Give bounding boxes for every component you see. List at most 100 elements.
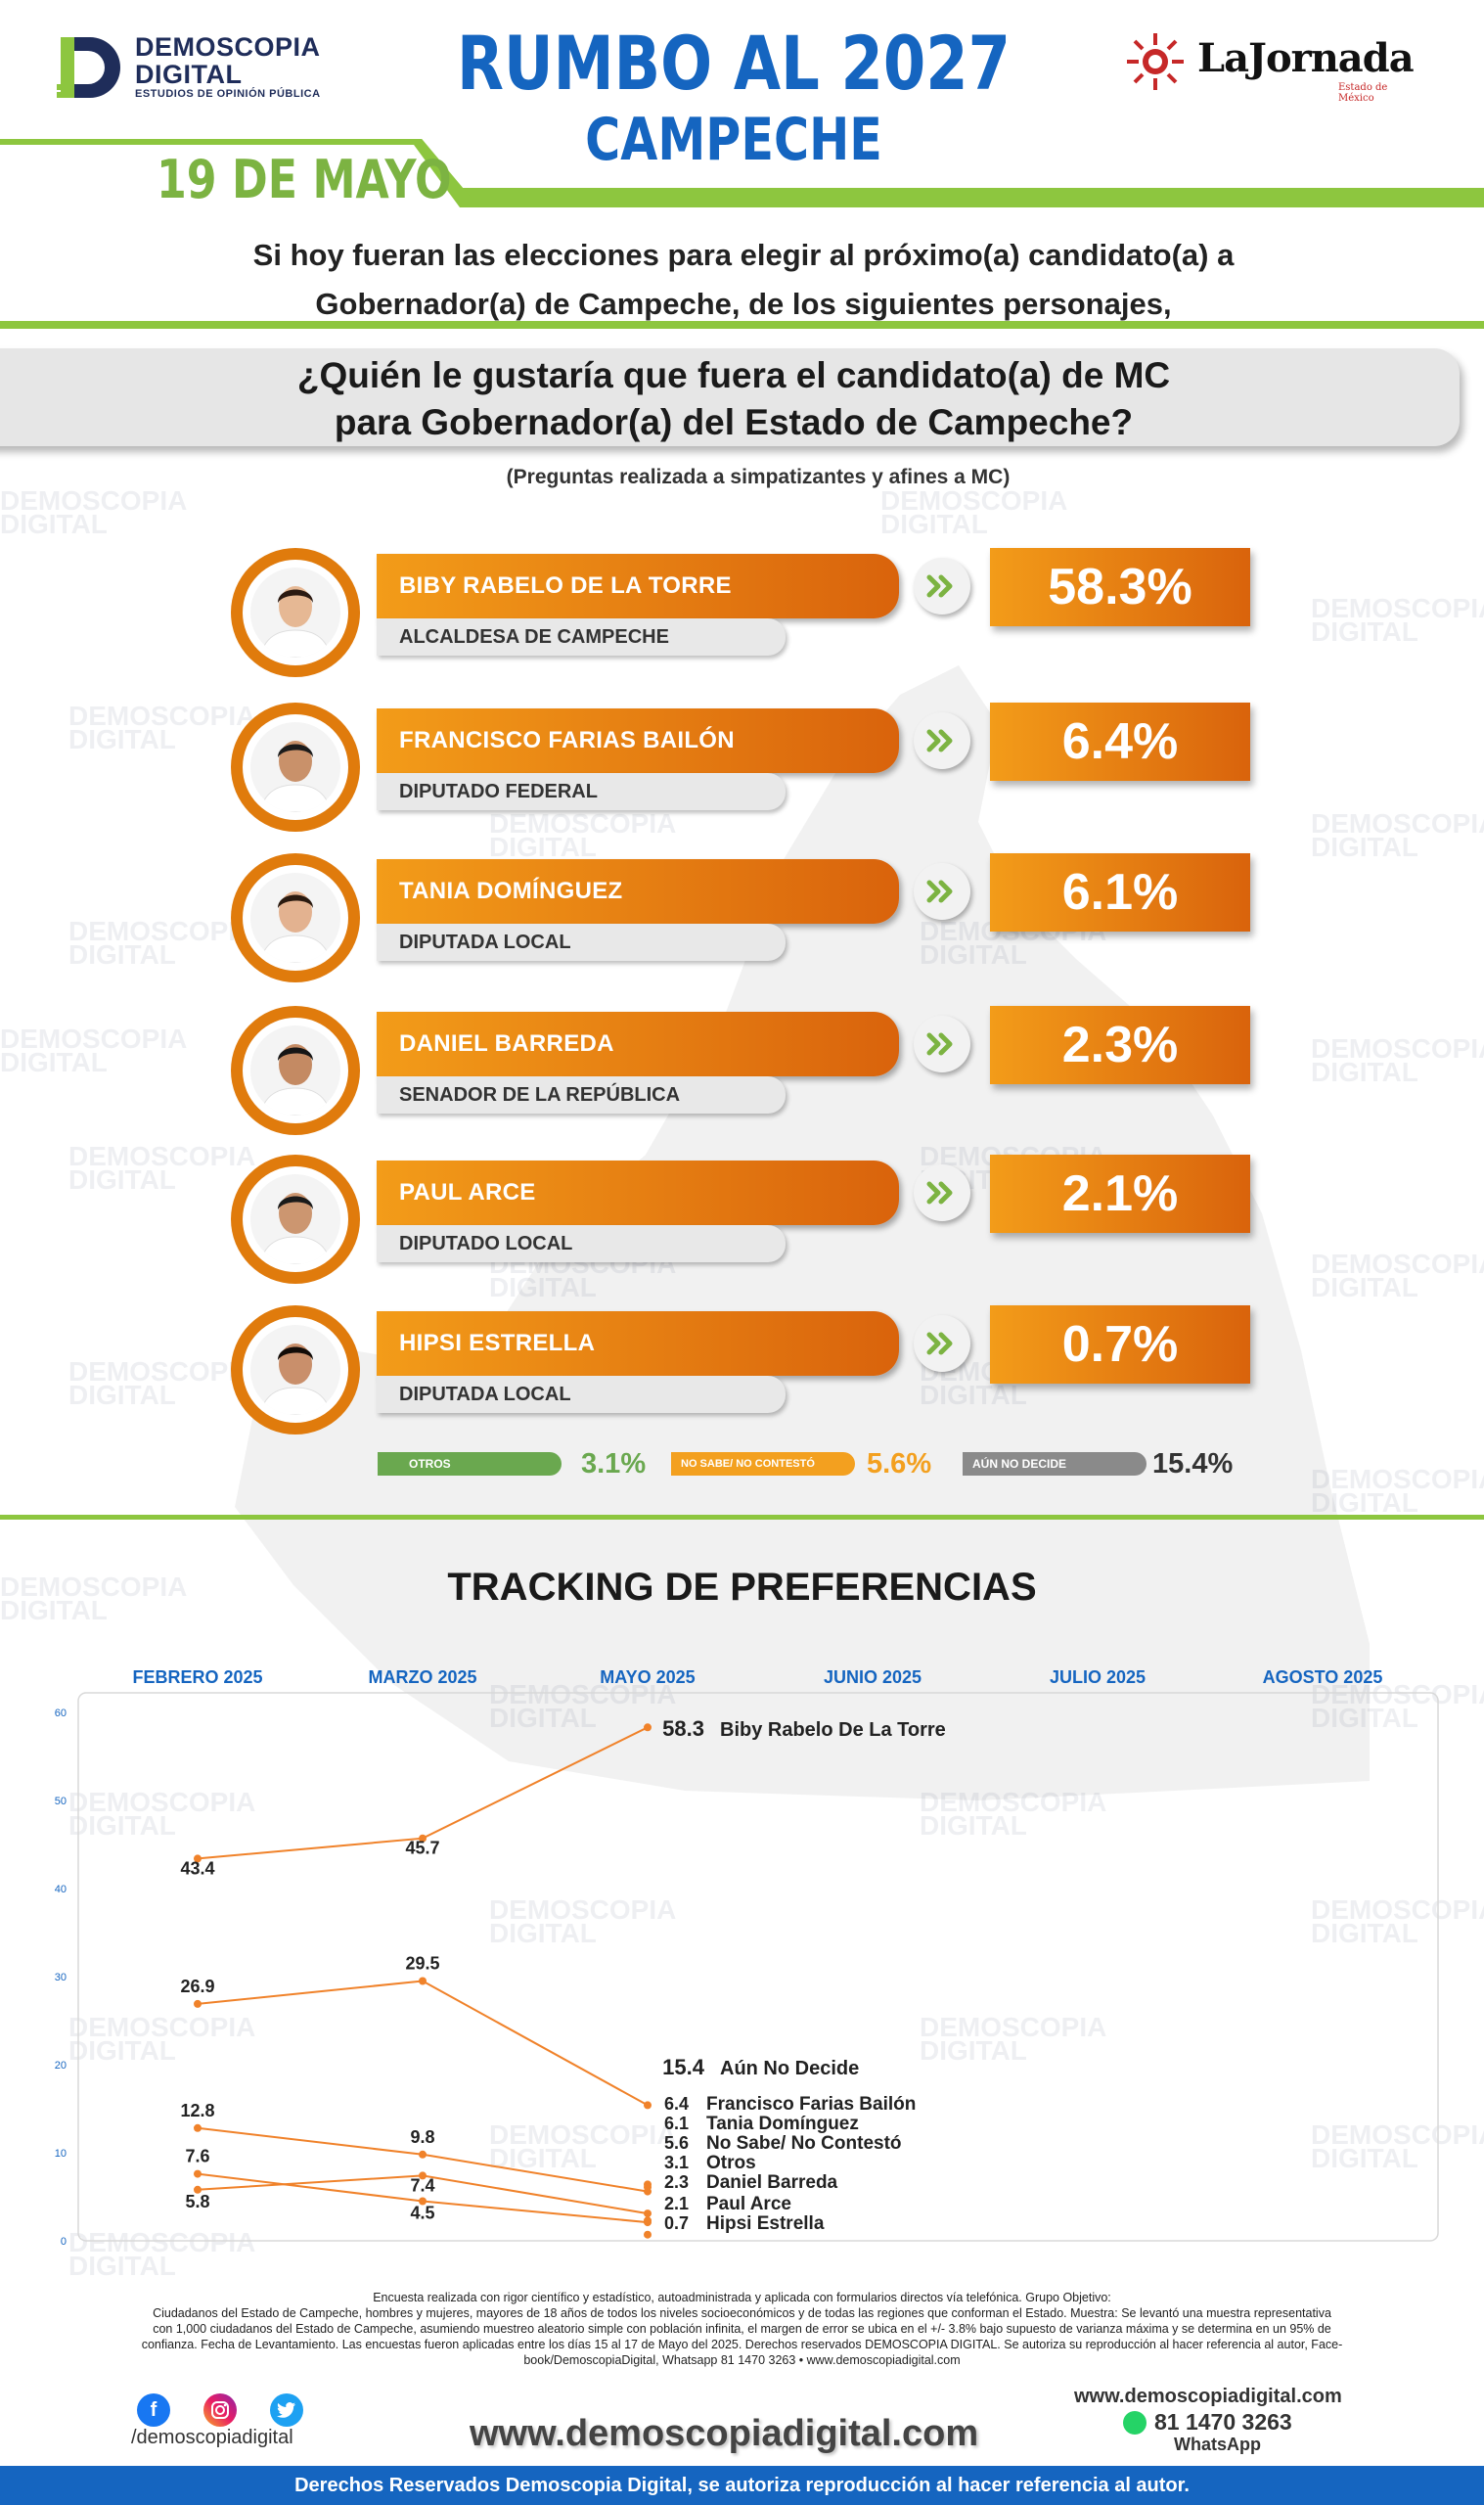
end-value-label: 6.4 [664, 2094, 689, 2114]
x-tick-label: JULIO 2025 [1050, 1667, 1146, 1687]
candidate-name: BIBY RABELO DE LA TORRE [399, 572, 732, 599]
demoscopia-logo: DEMOSCOPIA DIGITAL ESTUDIOS DE OPINIÓN P… [57, 33, 380, 102]
data-point [419, 2150, 427, 2159]
avatar [250, 1325, 340, 1415]
candidate-row: BIBY RABELO DE LA TORRE ALCALDESA DE CAMP… [0, 548, 1484, 685]
contact-phone[interactable]: 81 1470 3263 [1154, 2409, 1292, 2435]
chevron-right-icon [914, 558, 970, 615]
x-tick-label: AGOSTO 2025 [1263, 1667, 1383, 1687]
data-label: 5.8 [185, 2192, 209, 2211]
x-tick-label: MARZO 2025 [368, 1667, 476, 1687]
candidate-role: DIPUTADA LOCAL [399, 932, 571, 953]
percentage-box [990, 548, 1250, 626]
end-value-label: 6.1 [664, 2114, 689, 2133]
x-tick-label: MAYO 2025 [600, 1667, 695, 1687]
y-tick-label: 30 [55, 1972, 67, 1983]
plot-frame [77, 1692, 1439, 2242]
others-pill [378, 1452, 562, 1476]
y-tick-label: 20 [55, 2060, 67, 2072]
candidate-name-bar [377, 1311, 899, 1376]
candidate-role: DIPUTADA LOCAL [399, 1384, 571, 1405]
demoscopia-d-icon [57, 37, 120, 98]
percentage-box [990, 703, 1250, 781]
end-series-label: Hipsi Estrella [706, 2213, 825, 2234]
data-label: 45.7 [405, 1839, 439, 1858]
candidate-name-bar [377, 1161, 899, 1225]
data-point [644, 2209, 652, 2218]
candidate-percentage: 6.1% [1061, 864, 1179, 921]
page-title: RUMBO AL 2027 [457, 20, 1011, 107]
candidate-role: SENADOR DE LA REPÚBLICA [399, 1084, 681, 1106]
candidate-role-bar [377, 1225, 786, 1262]
partner-subtitle: Estado de México [1338, 82, 1388, 104]
others-value: 3.1% [581, 1448, 647, 1480]
chevron-right-icon [914, 1164, 970, 1221]
facebook-icon[interactable]: f [137, 2393, 170, 2427]
end-series-label: Biby Rabelo De La Torre [720, 1719, 946, 1741]
candidate-name: FRANCISCO FARIAS BAILÓN [399, 727, 735, 753]
data-point [644, 1723, 652, 1732]
data-point [419, 1834, 427, 1843]
candidate-name-bar [377, 554, 899, 618]
whatsapp-icon [1123, 2411, 1147, 2435]
chevron-right-icon [914, 712, 970, 769]
end-value-label: 58.3 [662, 1716, 704, 1741]
data-label: 43.4 [180, 1858, 214, 1878]
contact-website[interactable]: www.demoscopiadigital.com [1074, 2386, 1342, 2407]
data-label: 4.5 [410, 2204, 434, 2223]
data-label: 9.8 [410, 2127, 434, 2147]
website-link[interactable]: www.demoscopiadigital.com [470, 2413, 979, 2454]
data-point [644, 2187, 652, 2196]
jornada-sun-icon [1127, 33, 1184, 90]
candidate-name: HIPSI ESTRELLA [399, 1330, 596, 1356]
nosabe-pill [671, 1452, 855, 1476]
twitter-icon[interactable] [270, 2393, 303, 2427]
x-tick-label: FEBRERO 2025 [132, 1667, 262, 1687]
end-series-label: No Sabe/ No Contestó [706, 2133, 902, 2154]
candidate-role-bar [377, 618, 786, 656]
data-point [194, 1854, 202, 1863]
x-tick-label: JUNIO 2025 [824, 1667, 922, 1687]
end-series-label: Francisco Farias Bailón [706, 2094, 916, 2115]
avatar [250, 1174, 340, 1264]
y-tick-label: 50 [55, 1796, 67, 1807]
data-label: 29.5 [405, 1954, 439, 1974]
percentage-box [990, 1006, 1250, 1084]
y-tick-label: 60 [55, 1708, 67, 1719]
partner-name: LaJornada [1197, 35, 1415, 81]
data-point [194, 2185, 202, 2194]
data-point [644, 2218, 652, 2227]
candidate-percentage: 2.1% [1061, 1165, 1179, 1222]
la-jornada-logo: LaJornada Estado de México [1125, 31, 1418, 104]
avatar [250, 1025, 340, 1116]
chevron-right-icon [914, 863, 970, 920]
instagram-icon[interactable] [203, 2393, 237, 2427]
avatar [250, 873, 340, 963]
candidate-percentage: 58.3% [1048, 559, 1192, 615]
methodology-footnote: Encuesta realizada con rigor científico … [141, 2291, 1343, 2367]
candidate-row: HIPSI ESTRELLA DIPUTADA LOCAL 0.7% [0, 1305, 1484, 1442]
end-value-label: 3.1 [664, 2153, 689, 2172]
candidate-name: DANIEL BARREDA [399, 1030, 614, 1057]
nosabe-label: NO SABE/ NO CONTESTÓ [681, 1458, 815, 1470]
candidate-name: PAUL ARCE [399, 1179, 536, 1206]
question-box [0, 348, 1460, 446]
social-handle[interactable]: /demoscopiadigital [131, 2427, 293, 2448]
